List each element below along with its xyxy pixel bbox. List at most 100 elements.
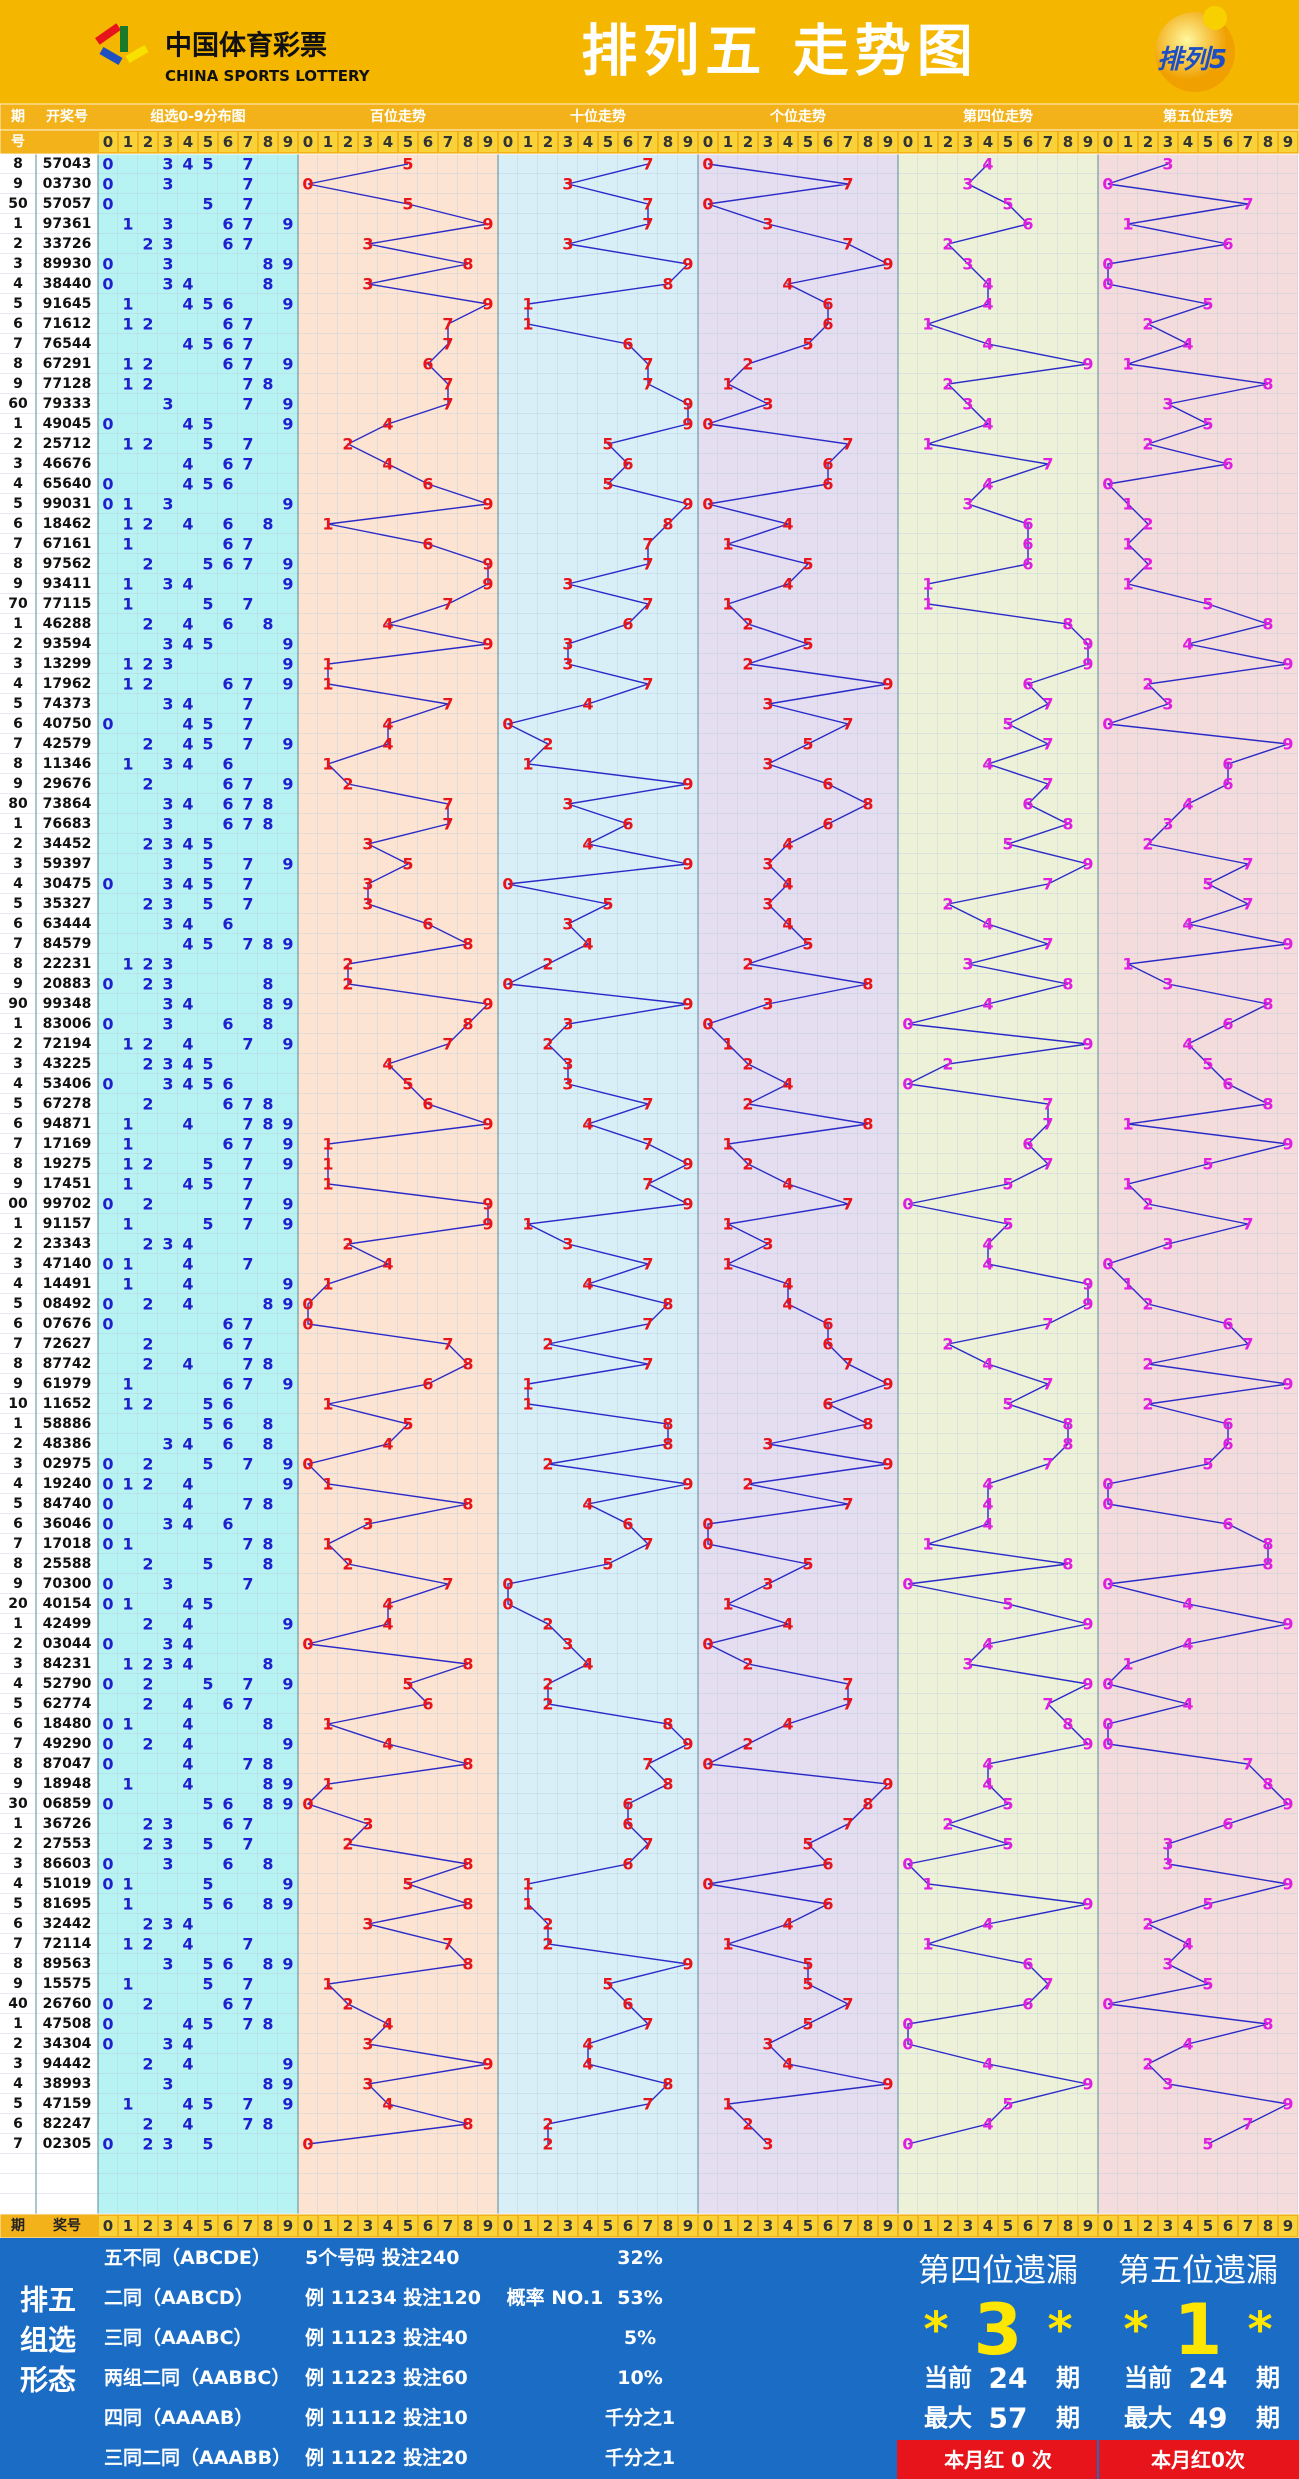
digit-cell: [679, 132, 697, 152]
draw-number: 97562: [43, 556, 92, 572]
draw-number: 74373: [43, 696, 92, 712]
period: 8: [13, 356, 23, 372]
distribution-digit: 5: [202, 1835, 213, 1854]
distribution-digit: 5: [202, 1975, 213, 1994]
trend-digit: 8: [662, 1295, 673, 1314]
trend-digit: 1: [722, 1595, 733, 1614]
trend-digit: 6: [1222, 235, 1233, 254]
draw-number: 17169: [43, 1136, 92, 1152]
distribution-digit: 0: [102, 495, 113, 514]
trend-digit: 4: [782, 275, 793, 294]
digit-cell: [239, 132, 257, 152]
period: 5: [13, 1696, 23, 1712]
distribution-digit: 7: [242, 1255, 253, 1274]
draw-number: 49045: [43, 416, 92, 432]
distribution-digit: 4: [182, 615, 193, 634]
footer-digit: 6: [1223, 2217, 1233, 2235]
period: 9: [13, 776, 23, 792]
distribution-digit: 2: [142, 1195, 153, 1214]
distribution-digit: 0: [102, 1575, 113, 1594]
distribution-digit: 5: [202, 1155, 213, 1174]
distribution-digit: 7: [242, 435, 253, 454]
trend-digit: 3: [562, 1055, 573, 1074]
distribution-digit: 4: [182, 695, 193, 714]
trend-digit: 8: [1062, 1435, 1073, 1454]
trend-digit: 1: [922, 595, 933, 614]
period: 1: [13, 816, 23, 832]
draw-number: 79333: [43, 396, 92, 412]
distribution-digit: 3: [162, 1635, 173, 1654]
trend-digit: 4: [382, 1435, 393, 1454]
trend-digit: 3: [1162, 395, 1173, 414]
badge-dot: [1203, 6, 1227, 30]
distribution-digit: 1: [122, 535, 133, 554]
footer-digit: 5: [403, 2217, 413, 2235]
distribution-digit: 7: [242, 2115, 253, 2134]
distribution-digit: 7: [242, 1995, 253, 2014]
distribution-digit: 5: [202, 155, 213, 174]
period: 6: [13, 716, 23, 732]
digit-cell: [579, 2216, 597, 2236]
trend-digit: 4: [582, 1655, 593, 1674]
trend-digit: 7: [442, 595, 453, 614]
trend-digit: 5: [1202, 595, 1213, 614]
distribution-digit: 7: [242, 1815, 253, 1834]
distribution-digit: 9: [282, 1895, 293, 1914]
digit-cell: [259, 2216, 277, 2236]
red-count: 本月红 0 次: [944, 2448, 1052, 2472]
trend-digit: 3: [962, 955, 973, 974]
trend-digit: 5: [1002, 715, 1013, 734]
digit-cell: [119, 132, 137, 152]
distribution-digit: 0: [102, 1675, 113, 1694]
trend-digit: 3: [362, 895, 373, 914]
distribution-digit: 1: [122, 575, 133, 594]
form-example: 例 11223 投注60: [305, 2366, 468, 2389]
distribution-digit: 2: [142, 955, 153, 974]
trend-digit: 3: [562, 915, 573, 934]
distribution-digit: 0: [102, 1475, 113, 1494]
trend-digit: 8: [1262, 1555, 1273, 1574]
footer-digit: 3: [563, 2217, 573, 2235]
trend-digit: 9: [682, 995, 693, 1014]
distribution-digit: 1: [122, 1215, 133, 1234]
trend-digit: 7: [642, 1835, 653, 1854]
trend-line: [505, 163, 691, 2144]
draw-number: 63444: [43, 916, 92, 932]
trend-digit: 9: [682, 1155, 693, 1174]
trend-digit: 9: [1082, 355, 1093, 374]
summary-panel: [0, 2238, 1299, 2479]
footer-digit: 3: [963, 2217, 973, 2235]
distribution-digit: 6: [222, 295, 233, 314]
distribution-digit: 4: [182, 915, 193, 934]
trend-digit: 6: [422, 1095, 433, 1114]
trend-digit: 4: [982, 295, 993, 314]
trend-header: 第四位走势: [963, 108, 1033, 125]
trend-digit: 4: [982, 475, 993, 494]
period: 70: [8, 596, 28, 612]
trend-digit: 6: [822, 455, 833, 474]
miss-stat-value: 24: [989, 2362, 1028, 2395]
footer-digit: 1: [1123, 2217, 1133, 2235]
period: 8: [13, 1156, 23, 1172]
trend-digit: 7: [842, 1815, 853, 1834]
trend-digit: 5: [602, 475, 613, 494]
draw-number: 25588: [43, 1556, 92, 1572]
digit-cell: [1199, 132, 1217, 152]
footer-digit: 9: [683, 2217, 693, 2235]
trend-digit: 4: [982, 1255, 993, 1274]
distribution-digit: 5: [202, 1895, 213, 1914]
trend-digit: 8: [1062, 1415, 1073, 1434]
trend-digit: 7: [1042, 875, 1053, 894]
trend-digit: 3: [762, 1235, 773, 1254]
trend-digit: 1: [522, 1895, 533, 1914]
digit-cell: [1099, 2216, 1117, 2236]
draw-number: 46288: [43, 616, 92, 632]
trend-digit: 4: [382, 735, 393, 754]
trend-digit: 9: [1282, 1875, 1293, 1894]
trend-line: [705, 163, 891, 2145]
trend-digit: 1: [922, 575, 933, 594]
header-digit: 6: [1023, 133, 1033, 151]
header-digit: 0: [303, 133, 313, 151]
trend-digit: 7: [442, 1035, 453, 1054]
trend-digit: 3: [962, 175, 973, 194]
